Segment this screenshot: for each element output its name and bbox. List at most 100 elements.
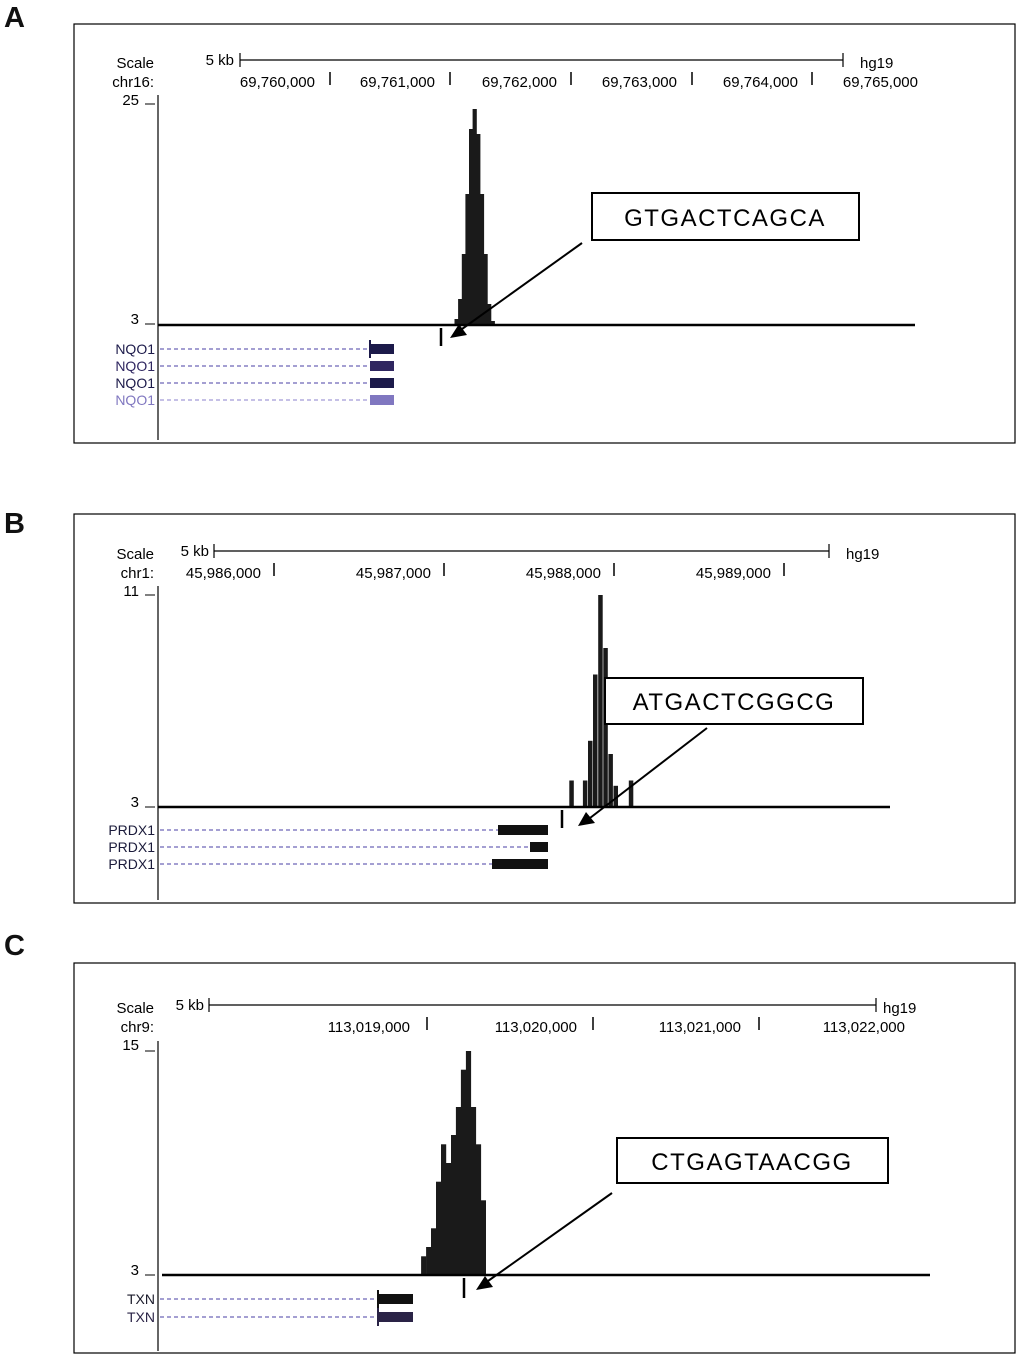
scale-label: Scale xyxy=(116,546,154,563)
signal-bar xyxy=(460,1069,467,1275)
motif-sequence: GTGACTCAGCA xyxy=(624,205,826,232)
signal-bar xyxy=(483,254,488,324)
chromosome-label: chr16: xyxy=(112,74,154,91)
signal-bar xyxy=(569,780,574,807)
tick-label: 69,762,000 xyxy=(482,74,557,91)
assembly-label: hg19 xyxy=(860,55,893,72)
panel-frame xyxy=(73,962,1016,1354)
tick-label: 45,986,000 xyxy=(186,565,261,582)
motif-sequence: ATGACTCGGCG xyxy=(633,689,836,716)
assembly-label: hg19 xyxy=(846,546,879,563)
gene-exon xyxy=(378,1294,413,1304)
scale-label: Scale xyxy=(116,1000,154,1017)
scale-bar-label: 5 kb xyxy=(181,543,209,560)
signal-bar xyxy=(593,674,598,807)
panel-frame xyxy=(73,513,1016,904)
gene-exon xyxy=(370,361,394,371)
signal-bar xyxy=(454,319,459,324)
signal-bar xyxy=(472,109,477,324)
panel-label-a: A xyxy=(4,2,25,34)
signal-bar xyxy=(479,194,485,324)
signal-bar xyxy=(608,754,613,807)
tick-label: 113,020,000 xyxy=(495,1019,577,1036)
signal-bar xyxy=(628,780,634,807)
genome-browser-panel-b: Scale chr1: 5 kb hg19 45,986,000 45,987,… xyxy=(73,513,1016,904)
signal-bar xyxy=(480,1200,486,1275)
signal-bar xyxy=(465,194,470,324)
gene-exon xyxy=(370,344,394,354)
arrow-line xyxy=(461,242,583,330)
tick-label: 69,764,000 xyxy=(723,74,798,91)
tick-label: 45,989,000 xyxy=(696,565,771,582)
signal-bar xyxy=(465,1051,472,1275)
signal-track xyxy=(421,1051,486,1275)
scale-label: Scale xyxy=(116,55,154,72)
panel-label-c: C xyxy=(4,930,25,962)
tick-label: 113,019,000 xyxy=(328,1019,410,1036)
tick-label: 113,021,000 xyxy=(659,1019,741,1036)
signal-bar xyxy=(476,134,481,324)
signal-bar xyxy=(475,1144,482,1275)
y-max-label: 11 xyxy=(123,583,139,600)
gene-label: TXN xyxy=(127,1309,155,1325)
gene-label: PRDX1 xyxy=(108,822,155,838)
tick-label: 69,761,000 xyxy=(360,74,435,91)
signal-bar xyxy=(598,595,603,807)
signal-bar xyxy=(446,1163,452,1275)
tick-label: 69,763,000 xyxy=(602,74,677,91)
y-min-label: 3 xyxy=(131,1262,139,1279)
genome-browser-panel-c: Scale chr9: 5 kb hg19 113,019,000 113,02… xyxy=(73,962,1016,1354)
gene-exon xyxy=(370,378,394,388)
arrow-head xyxy=(578,812,595,826)
signal-bar xyxy=(436,1181,442,1275)
genome-browser-panel-a: Scale chr16: 5 kb hg19 69,760,000 69,761… xyxy=(73,23,1016,444)
chromosome-label: chr9: xyxy=(121,1019,154,1036)
motif-sequence: CTGAGTAACGG xyxy=(651,1149,852,1176)
gene-label: NQO1 xyxy=(115,358,155,374)
signal-bar xyxy=(421,1256,427,1275)
y-max-label: 15 xyxy=(122,1037,139,1054)
tick-label: 45,988,000 xyxy=(526,565,601,582)
y-max-label: 25 xyxy=(122,92,139,109)
y-min-label: 3 xyxy=(131,794,139,811)
tick-label: 69,765,000 xyxy=(843,74,918,91)
signal-bar xyxy=(461,254,466,324)
assembly-label: hg19 xyxy=(883,1000,916,1017)
scale-bar-label: 5 kb xyxy=(176,997,204,1014)
signal-bar xyxy=(487,304,492,324)
chromosome-label: chr1: xyxy=(121,565,154,582)
gene-exon xyxy=(530,842,548,852)
arrow-line xyxy=(487,1192,613,1282)
signal-bar xyxy=(426,1247,432,1275)
gene-exon xyxy=(498,825,548,835)
gene-label: NQO1 xyxy=(115,341,155,357)
gene-label: NQO1 xyxy=(115,392,155,408)
signal-bar xyxy=(431,1228,437,1275)
signal-track xyxy=(454,109,495,324)
tick-label: 69,760,000 xyxy=(240,74,315,91)
signal-bar xyxy=(613,785,618,807)
arrow-line xyxy=(589,727,708,819)
arrow-head xyxy=(476,1276,493,1290)
y-min-label: 3 xyxy=(131,311,139,328)
panel-label-b: B xyxy=(4,508,25,540)
panel-frame xyxy=(73,23,1016,444)
signal-bar xyxy=(588,740,593,808)
signal-bar xyxy=(455,1107,462,1275)
scale-bar-label: 5 kb xyxy=(206,52,234,69)
gene-exon xyxy=(492,859,548,869)
signal-bar xyxy=(451,1135,457,1275)
signal-bar xyxy=(469,129,474,324)
gene-label: PRDX1 xyxy=(108,839,155,855)
signal-track xyxy=(569,595,634,808)
signal-bar xyxy=(582,780,588,807)
signal-bar xyxy=(470,1107,477,1275)
signal-bar xyxy=(458,299,463,324)
gene-label: PRDX1 xyxy=(108,856,155,872)
motif-box xyxy=(616,1137,889,1184)
arrow-head xyxy=(450,324,467,338)
signal-bar xyxy=(490,321,495,324)
motif-box xyxy=(591,192,860,241)
gene-label: TXN xyxy=(127,1291,155,1307)
gene-exon xyxy=(370,395,394,405)
